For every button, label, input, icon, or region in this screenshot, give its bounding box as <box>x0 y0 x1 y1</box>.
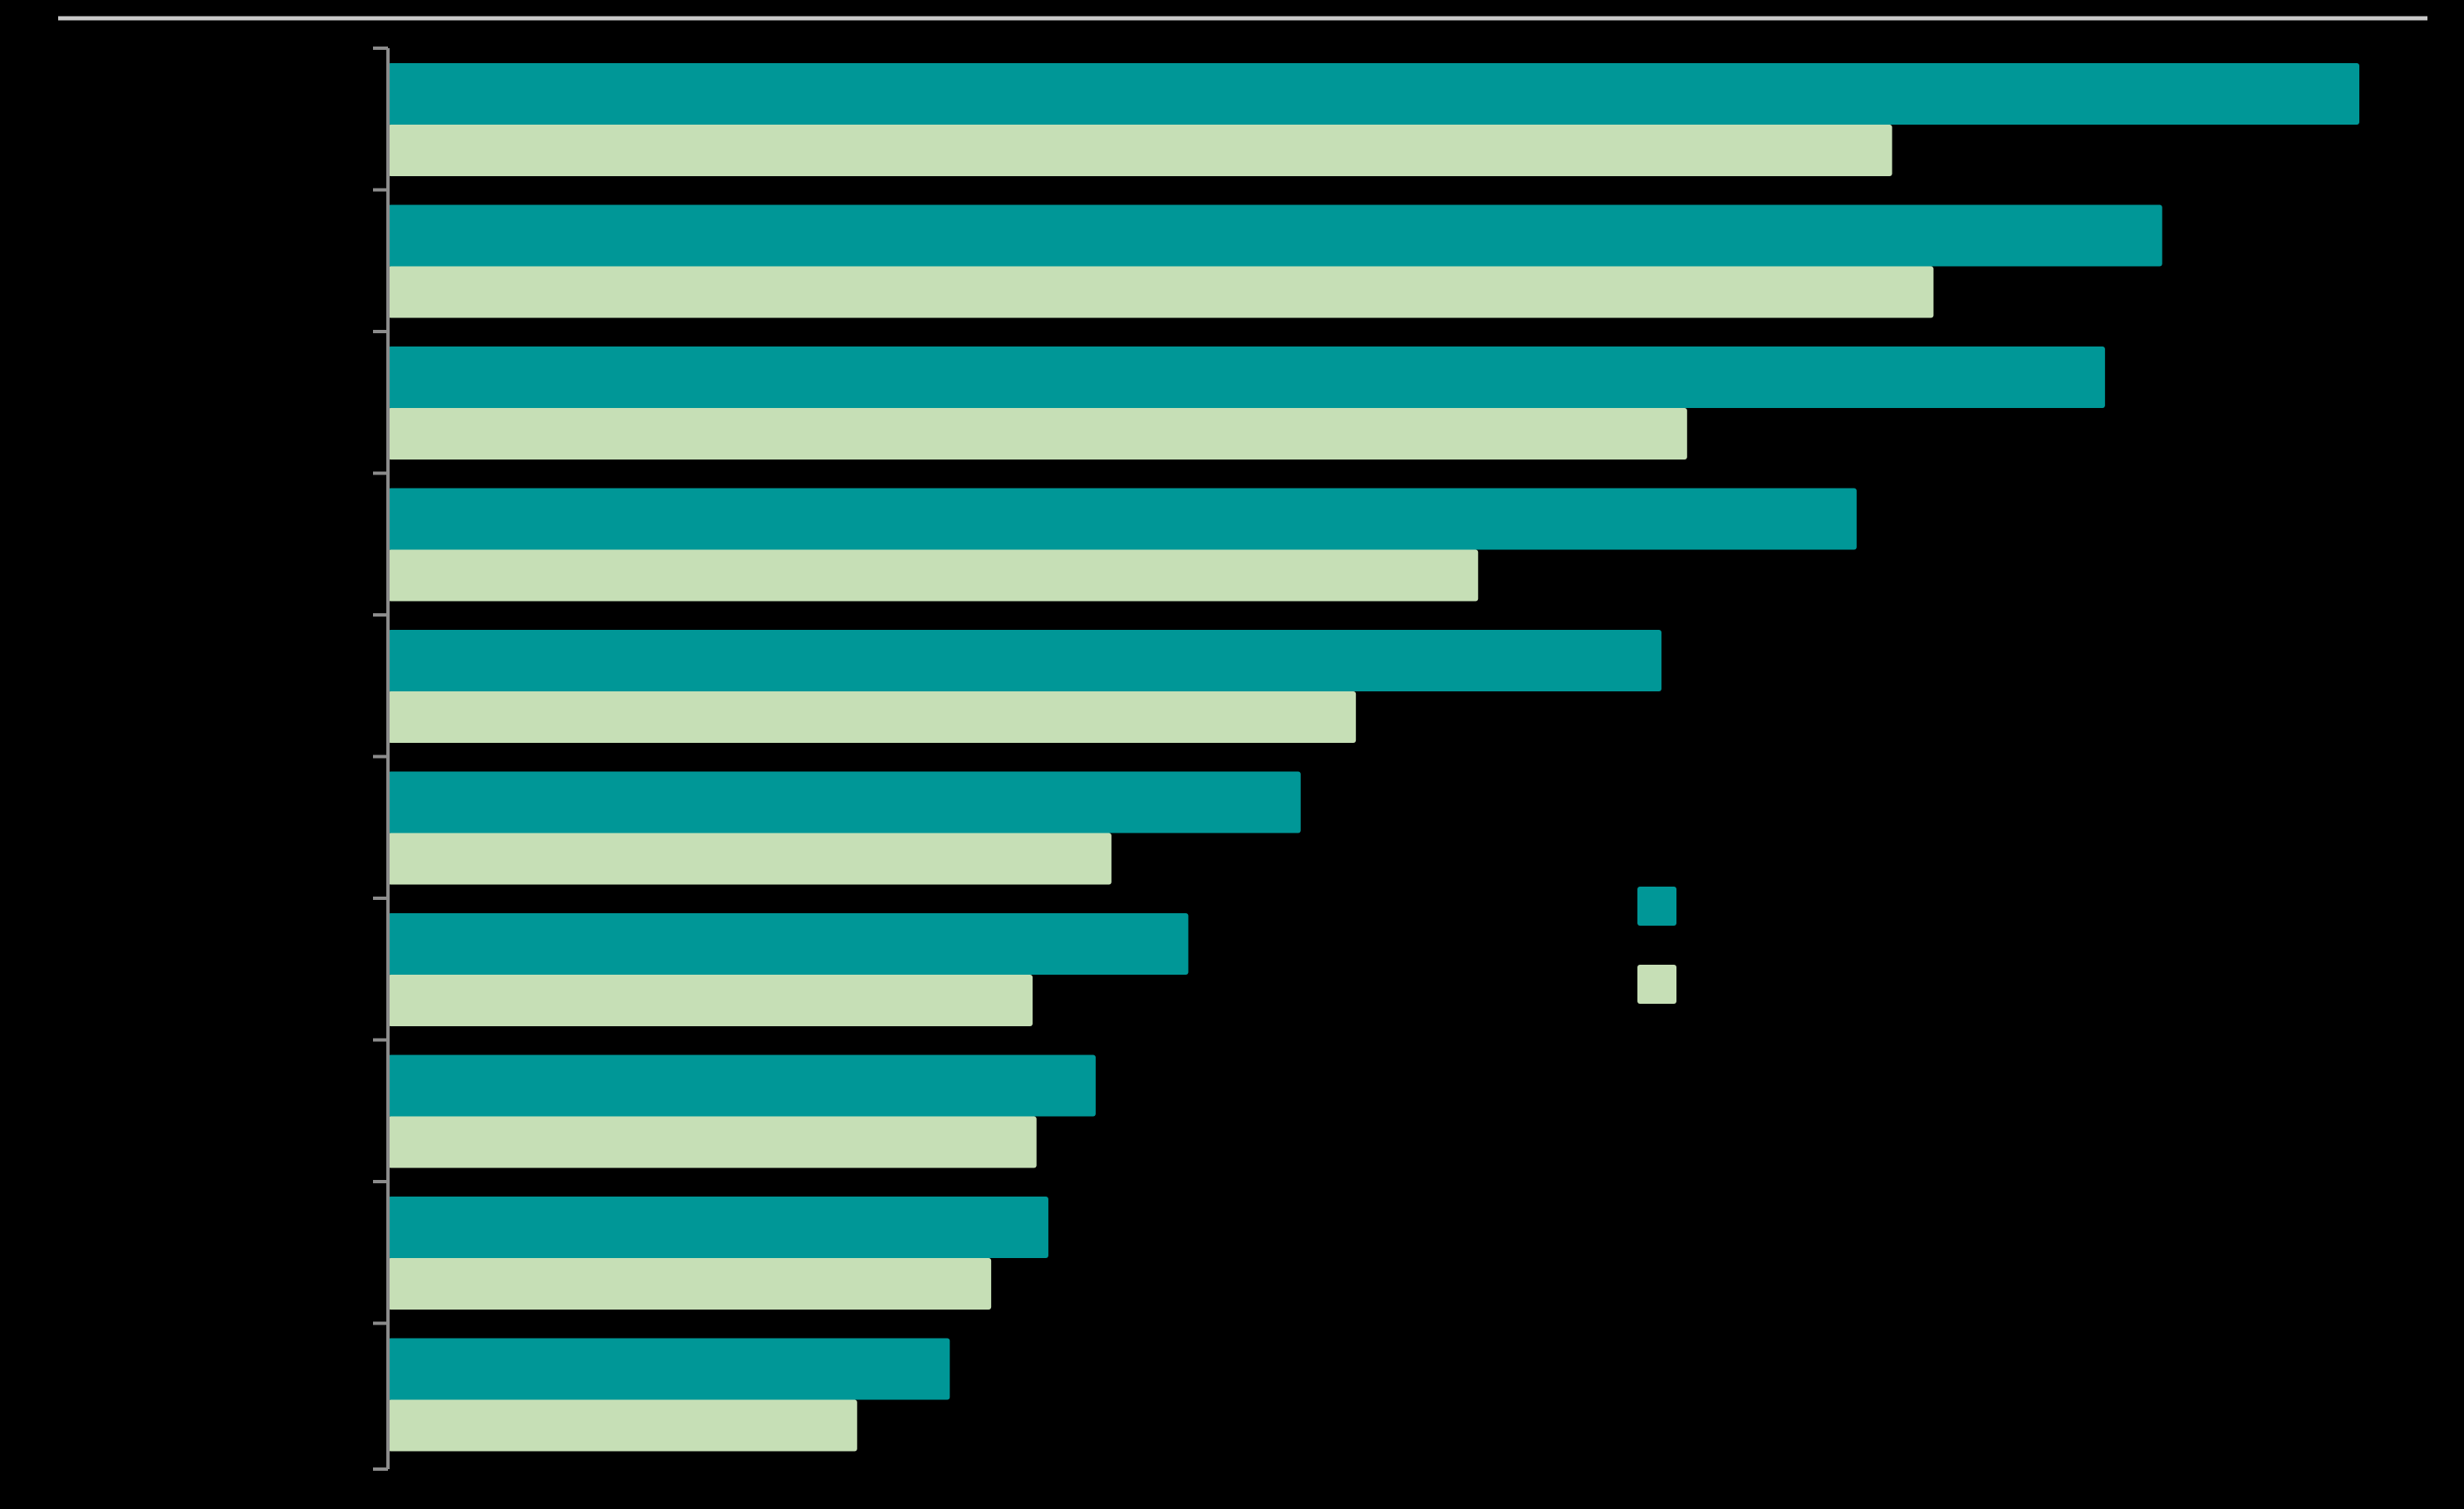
bar-series-1-item-7 <box>388 913 1189 975</box>
bar-series-2-item-1 <box>388 125 1892 176</box>
bar-series-2-item-10 <box>388 1399 857 1452</box>
bar-series-2-item-9 <box>388 1258 992 1310</box>
legend <box>1637 887 1676 1004</box>
bar-series-1-item-10 <box>388 1338 950 1400</box>
bar-series-1-item-6 <box>388 771 1301 833</box>
bar-series-2-item-4 <box>388 549 1479 602</box>
bar-series-2-item-8 <box>388 1116 1037 1168</box>
bar-series-1-item-3 <box>388 347 2105 408</box>
bar-series-1-item-1 <box>388 63 2359 125</box>
bars-group <box>388 63 2359 1452</box>
bar-series-2-item-7 <box>388 975 1033 1026</box>
bar-series-1-item-5 <box>388 630 1661 691</box>
bar-series-1-item-2 <box>388 204 2162 267</box>
bar-series-2-item-6 <box>388 833 1112 885</box>
legend-swatch-series-2 <box>1637 965 1676 1004</box>
bar-series-2-item-3 <box>388 408 1687 460</box>
bar-series-2-item-2 <box>388 266 1934 318</box>
bar-series-1-item-4 <box>388 488 1857 550</box>
category-axis <box>373 47 390 1471</box>
bar-series-1-item-8 <box>388 1054 1096 1117</box>
bar-series-2-item-5 <box>388 691 1357 743</box>
bar-series-1-item-9 <box>388 1197 1048 1258</box>
legend-swatch-series-1 <box>1637 887 1676 926</box>
